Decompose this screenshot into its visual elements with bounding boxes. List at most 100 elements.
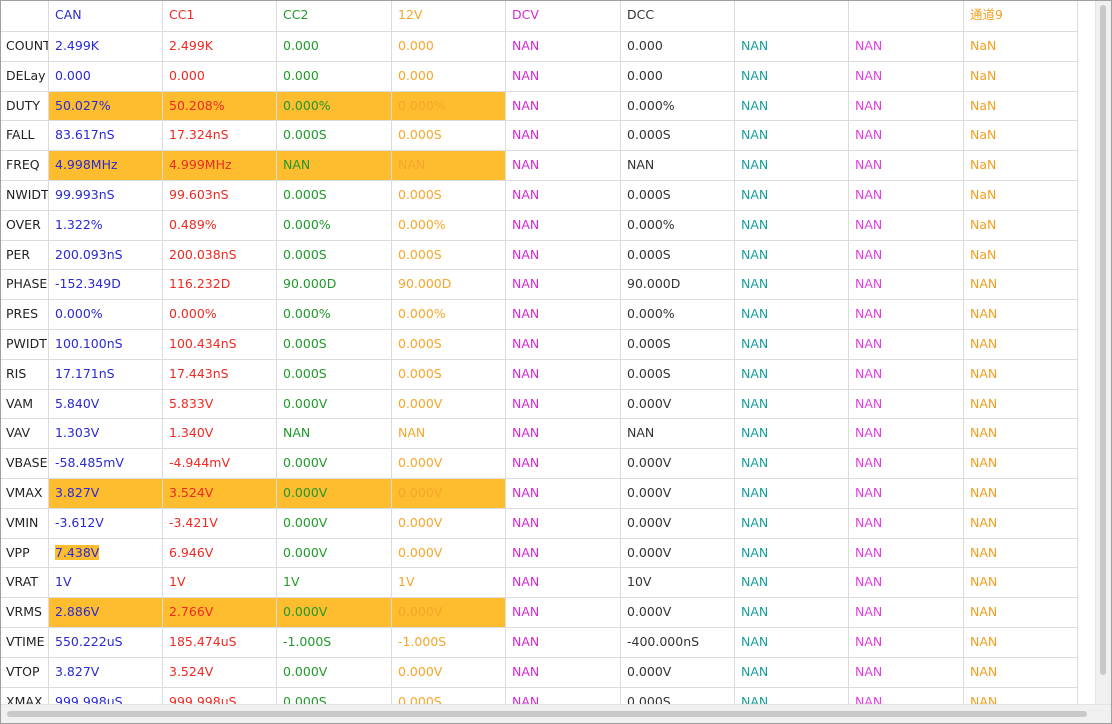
table-cell: 7.438V [49,538,163,569]
table-cell: NAN [735,419,849,450]
table-cell: NAN [964,657,1078,688]
table-cell: 0.000 [621,32,735,62]
row-header: VTIME [1,628,49,658]
row-header: VBASE [1,449,49,479]
row-header: VAV [1,419,49,450]
table-cell: NAN [506,568,621,599]
table-cell: 0.000S [392,330,506,360]
table-cell: NAN [849,210,964,241]
row-header: VMAX [1,479,49,509]
table-cell: NAN [849,330,964,360]
column-header: DCC [621,1,735,32]
table-cell: NAN [964,330,1078,360]
table-cell: NAN [506,32,621,62]
table-cell: NAN [849,61,964,92]
table-cell: 0.000V [392,389,506,420]
table-cell: NAN [506,240,621,271]
table-cell: 0.000V [277,508,392,539]
table-cell: 1V [49,568,163,599]
table-cell: NAN [506,449,621,479]
table-cell: 17.324nS [163,121,277,152]
table-cell: NAN [735,181,849,211]
table-cell: NAN [735,270,849,301]
table-cell: NaN [964,151,1078,181]
table-cell: 0.000S [621,359,735,390]
row-header: VMIN [1,508,49,539]
table-cell: NaN [964,32,1078,62]
table-cell: NAN [964,568,1078,599]
row-header: VRMS [1,598,49,628]
table-cell: NAN [506,538,621,569]
row-header: XMAX [1,687,49,704]
table-cell: 0.489% [163,210,277,241]
table-cell: NAN [849,389,964,420]
table-cell: NAN [506,598,621,628]
table-cell: 17.443nS [163,359,277,390]
table-cell: NAN [849,419,964,450]
table-cell: NAN [964,359,1078,390]
table-cell: NAN [506,359,621,390]
table-cell: 2.886V [49,598,163,628]
table-cell: 2.499K [163,32,277,62]
table-cell: 1V [163,568,277,599]
table-cell: NAN [506,270,621,301]
table-cell: 83.617nS [49,121,163,152]
table-cell: 0.000% [277,300,392,330]
table-cell: NAN [735,568,849,599]
table-cell: NAN [849,687,964,704]
table-cell: 3.524V [163,479,277,509]
table-cell: 0.000V [277,449,392,479]
table-cell: NaN [964,61,1078,92]
table-cell: NAN [849,568,964,599]
table-cell: 550.222uS [49,628,163,658]
column-header: 12V [392,1,506,32]
table-cell: 0.000 [392,32,506,62]
table-cell: NAN [621,419,735,450]
table-cell: 0.000V [392,479,506,509]
table-cell: 0.000% [621,210,735,241]
table-cell: 0.000S [392,687,506,704]
table-cell: 17.171nS [49,359,163,390]
table-cell: 50.208% [163,91,277,122]
table-cell: NAN [964,598,1078,628]
vertical-scroll-thumb[interactable] [1100,5,1106,675]
table-cell: 4.998MHz [49,151,163,181]
table-cell: NAN [849,270,964,301]
table-cell: NaN [964,121,1078,152]
table-cell: 0.000S [392,359,506,390]
table-cell: NAN [506,419,621,450]
table-cell: NAN [735,687,849,704]
table-cell: NAN [735,479,849,509]
table-cell: 0.000S [621,181,735,211]
table-cell: 90.000D [392,270,506,301]
table-cell: NAN [735,657,849,688]
table-cell: NaN [964,91,1078,122]
table-cell: NAN [506,628,621,658]
table-cell: 0.000V [392,657,506,688]
table-cell: NAN [735,508,849,539]
table-cell: 1.322% [49,210,163,241]
table-cell: 0.000S [392,121,506,152]
row-header: VRAT [1,568,49,599]
table-cell: NAN [849,598,964,628]
table-cell: 0.000% [392,300,506,330]
table-cell: NAN [277,419,392,450]
table-cell: 0.000S [621,687,735,704]
row-header: DUTY [1,91,49,122]
table-cell: NaN [964,181,1078,211]
table-cell: NAN [506,508,621,539]
table-cell: NAN [849,449,964,479]
table-cell: 0.000 [277,32,392,62]
table-cell: 0.000V [621,538,735,569]
horizontal-scroll-thumb[interactable] [7,711,1087,717]
table-cell: 0.000V [277,657,392,688]
table-cell: NAN [506,389,621,420]
table-cell: 0.000% [163,300,277,330]
table-cell: 0.000V [392,598,506,628]
table-cell: NAN [506,479,621,509]
table-cell: NAN [621,151,735,181]
table-cell: 0.000% [621,91,735,122]
table-cell: 3.827V [49,657,163,688]
row-header: COUNT [1,32,49,62]
table-cell: 0.000V [621,479,735,509]
